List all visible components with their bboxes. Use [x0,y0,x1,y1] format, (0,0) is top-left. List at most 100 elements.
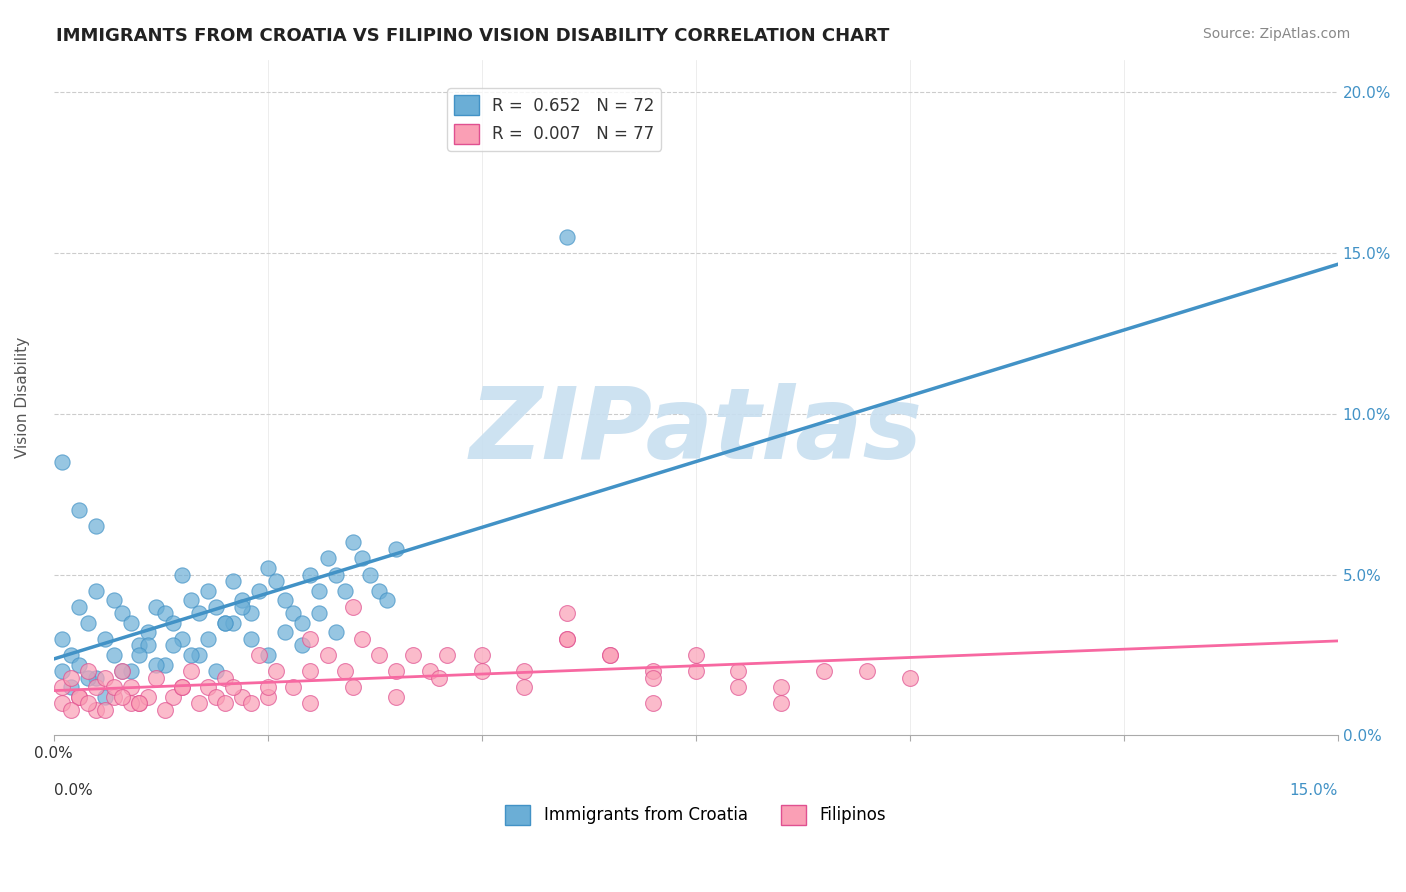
Point [136,638,159,652]
Point [685,648,707,662]
Point [222,615,245,630]
Point [256,690,278,704]
Point [197,680,219,694]
Point [291,638,314,652]
Point [256,648,278,662]
Point [641,671,664,685]
Point [86,583,108,598]
Point [599,648,621,662]
Point [813,664,835,678]
Point [308,583,330,598]
Point [103,593,125,607]
Point [555,606,578,620]
Point [264,574,287,588]
Text: Source: ZipAtlas.com: Source: ZipAtlas.com [1202,27,1350,41]
Point [162,638,184,652]
Point [342,535,364,549]
Point [308,606,330,620]
Point [59,703,82,717]
Point [188,606,211,620]
Point [76,696,98,710]
Point [222,680,245,694]
Point [59,671,82,685]
Point [402,648,425,662]
Point [67,599,90,614]
Point [67,503,90,517]
Point [436,648,458,662]
Point [128,696,150,710]
Point [153,657,176,672]
Point [283,606,305,620]
Point [67,690,90,704]
Point [231,593,253,607]
Point [274,625,297,640]
Y-axis label: Vision Disability: Vision Disability [15,337,30,458]
Point [333,583,356,598]
Point [153,703,176,717]
Point [342,680,364,694]
Point [145,599,167,614]
Point [385,690,408,704]
Point [180,664,202,678]
Point [471,664,494,678]
Point [770,680,793,694]
Point [197,583,219,598]
Point [256,680,278,694]
Point [377,593,399,607]
Point [239,606,262,620]
Point [153,606,176,620]
Text: 15.0%: 15.0% [1289,783,1337,797]
Point [205,599,228,614]
Point [316,648,339,662]
Point [120,664,142,678]
Point [180,648,202,662]
Point [599,648,621,662]
Point [214,615,236,630]
Point [350,632,373,646]
Point [641,664,664,678]
Point [86,519,108,533]
Point [385,541,408,556]
Point [222,574,245,588]
Point [51,455,73,469]
Point [368,648,391,662]
Point [86,671,108,685]
Point [120,680,142,694]
Point [239,696,262,710]
Point [419,664,441,678]
Point [471,648,494,662]
Point [513,664,536,678]
Point [685,664,707,678]
Point [299,567,322,582]
Point [162,615,184,630]
Point [128,638,150,652]
Point [274,593,297,607]
Point [770,696,793,710]
Point [76,664,98,678]
Point [67,657,90,672]
Point [94,671,117,685]
Point [316,551,339,566]
Point [342,599,364,614]
Point [86,703,108,717]
Point [59,648,82,662]
Point [94,690,117,704]
Point [170,680,193,694]
Point [231,690,253,704]
Point [214,696,236,710]
Point [283,680,305,694]
Point [180,593,202,607]
Point [256,561,278,575]
Point [214,615,236,630]
Point [162,690,184,704]
Point [67,690,90,704]
Point [86,680,108,694]
Point [214,671,236,685]
Point [111,664,134,678]
Point [299,696,322,710]
Point [513,680,536,694]
Point [299,664,322,678]
Point [51,696,73,710]
Point [205,664,228,678]
Point [555,632,578,646]
